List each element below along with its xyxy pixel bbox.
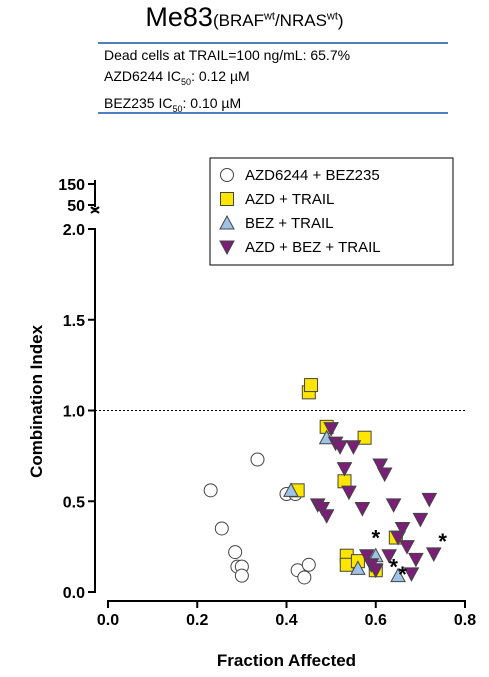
data-point-series-0 [250, 452, 265, 467]
legend-label: AZD6244 + BEZ235 [245, 167, 380, 184]
y-tick-label: 0.5 [63, 494, 85, 511]
data-point-series-3 [336, 462, 353, 477]
cell-line-name: Me83 [145, 2, 213, 32]
data-point-series-3 [394, 521, 411, 537]
data-point-series-3 [408, 552, 424, 568]
y-tick-label: 1.5 [63, 313, 85, 330]
data-point-series-3 [399, 540, 415, 555]
data-point-series-0 [203, 483, 218, 498]
legend-box [209, 157, 454, 266]
data-point-series-2 [350, 560, 366, 575]
y-tick-label: 50 [67, 198, 85, 215]
data-point-series-3 [425, 547, 442, 562]
data-point-series-3 [421, 492, 438, 508]
y-tick-label: 2.0 [63, 222, 85, 239]
data-point-series-3 [385, 498, 402, 513]
legend-marker [220, 168, 234, 182]
legend-label: AZD + TRAIL [245, 191, 334, 208]
annotation-star: * [398, 562, 407, 587]
x-axis-label: Fraction Affected [217, 651, 356, 670]
data-point-series-0 [214, 521, 229, 536]
data-point-series-3 [367, 563, 384, 579]
data-point-series-1 [304, 378, 319, 393]
data-point-series-3 [390, 531, 406, 546]
x-tick-label: 0.6 [365, 612, 387, 629]
genotype-label: (BRAFwt/NRASwt) [212, 10, 344, 30]
annotation-star: * [371, 526, 380, 551]
legend-label: AZD + BEZ + TRAIL [245, 239, 381, 256]
data-point-series-3 [332, 440, 348, 455]
data-point-series-3 [412, 512, 429, 528]
data-point-series-0 [228, 545, 243, 560]
data-point-series-3 [403, 567, 420, 582]
legend-marker [219, 240, 235, 256]
annotation-star: * [389, 555, 398, 580]
data-point-series-3 [358, 549, 375, 564]
data-point-series-1 [357, 430, 372, 445]
y-axis-break-mark [90, 210, 100, 214]
data-point-series-3 [341, 485, 357, 501]
data-point-series-3 [314, 502, 331, 517]
x-tick-label: 0.8 [454, 612, 476, 629]
data-point-series-2 [390, 567, 406, 583]
data-point-series-2 [283, 482, 299, 497]
bottom-divider [98, 112, 448, 114]
chart-title: Me83(BRAFwt/NRASwt) [0, 2, 489, 33]
info-block: Dead cells at TRAIL=100 ng/mL: 65.7% AZD… [104, 45, 350, 120]
data-point-series-3 [381, 549, 397, 564]
data-point-series-3 [323, 422, 339, 437]
y-tick-label: 0.0 [63, 585, 85, 602]
y-tick-label: 1.0 [63, 404, 85, 421]
legend-marker [219, 214, 235, 230]
data-point-series-0 [234, 568, 249, 583]
x-tick-label: 0.4 [275, 612, 297, 629]
x-tick-label: 0.0 [97, 612, 119, 629]
data-point-series-0 [297, 570, 312, 585]
y-axis-break-mark [90, 206, 100, 210]
top-divider [98, 42, 448, 44]
data-point-series-3 [376, 467, 393, 483]
data-point-series-3 [354, 502, 371, 517]
data-point-series-3 [372, 458, 389, 474]
data-point-series-3 [318, 509, 335, 524]
azd-ic50-line: AZD6244 IC50: 0.12 µM [104, 68, 250, 87]
dead-cells-line: Dead cells at TRAIL=100 ng/mL: 65.7% [104, 47, 351, 63]
legend-label: BEZ + TRAIL [245, 215, 334, 232]
annotation-star: * [438, 529, 447, 554]
y-tick-label: 150 [58, 177, 85, 194]
legend-marker [220, 192, 234, 206]
data-point-series-0 [301, 557, 316, 572]
bez-ic50-line: BEZ235 IC50: 0.10 µM [104, 94, 242, 114]
x-tick-label: 0.2 [186, 612, 208, 629]
data-point-series-3 [345, 440, 362, 455]
y-axis-label: Combination Index [27, 324, 46, 478]
